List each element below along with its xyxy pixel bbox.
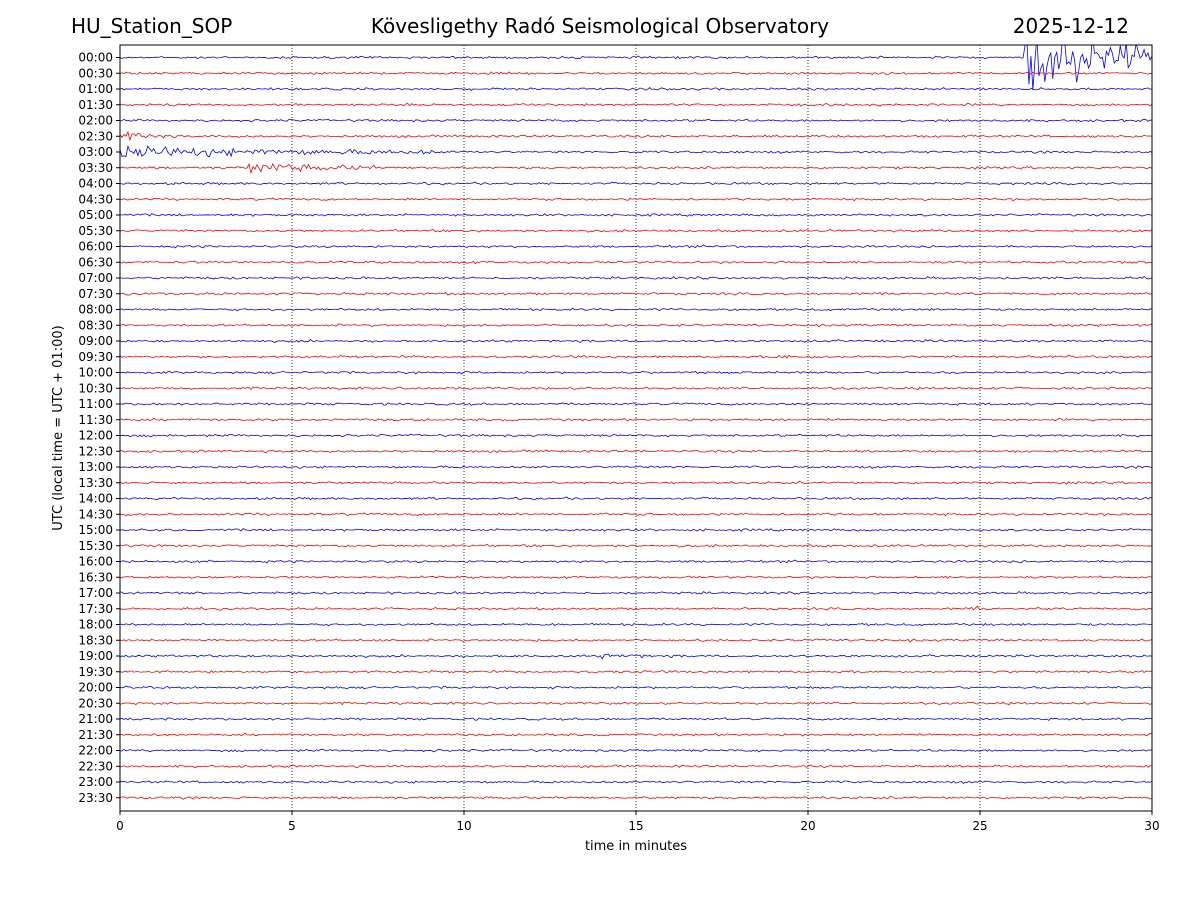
y-tick-label: 11:00: [78, 397, 113, 411]
trace-0230: [120, 130, 1152, 142]
trace-1900: [120, 653, 1152, 660]
y-tick-label: 00:30: [78, 66, 113, 80]
y-tick-label: 07:30: [78, 287, 113, 301]
y-tick-label: 17:30: [78, 602, 113, 616]
y-tick-label: 20:00: [78, 681, 113, 695]
y-tick-label: 07:00: [78, 271, 113, 285]
y-tick-label: 21:00: [78, 712, 113, 726]
x-tick-label: 20: [800, 819, 815, 833]
trace-1300: [120, 465, 1152, 469]
x-tick-label: 5: [288, 819, 296, 833]
y-tick-label: 05:30: [78, 224, 113, 238]
y-tick-label: 02:30: [78, 129, 113, 143]
y-tick-label: 14:30: [78, 507, 113, 521]
grid-layer: [291, 45, 981, 811]
y-tick-label: 16:30: [78, 570, 113, 584]
y-axis-label: UTC (local time = UTC + 01:00): [51, 325, 66, 530]
y-tick-label: 11:30: [78, 413, 113, 427]
y-tick-label: 03:30: [78, 161, 113, 175]
y-tick-label: 09:00: [78, 334, 113, 348]
trace-1230: [120, 449, 1152, 454]
y-tick-label: 14:00: [78, 492, 113, 506]
y-tick-label: 03:00: [78, 145, 113, 159]
y-tick-label: 01:00: [78, 82, 113, 96]
x-tick-label: 25: [972, 819, 987, 833]
x-axis: 0 5 10 15 20 25 30: [116, 811, 1160, 833]
y-tick-label: 23:00: [78, 775, 113, 789]
trace-1530: [120, 543, 1152, 548]
x-tick-label: 0: [116, 819, 124, 833]
station-title: HU_Station_SOP: [71, 14, 233, 38]
x-tick-label: 15: [628, 819, 643, 833]
y-tick-label: 12:00: [78, 429, 113, 443]
date-title: 2025-12-12: [1012, 14, 1129, 38]
y-tick-label: 08:00: [78, 303, 113, 317]
y-tick-label: 19:00: [78, 649, 113, 663]
y-tick-label: 17:00: [78, 586, 113, 600]
y-tick-label: 16:00: [78, 555, 113, 569]
x-tick-label: 30: [1144, 819, 1159, 833]
trace-2300: [120, 780, 1152, 784]
trace-0100: [120, 87, 1152, 91]
y-tick-label: 13:00: [78, 460, 113, 474]
y-tick-label: 06:00: [78, 240, 113, 254]
y-tick-label: 02:00: [78, 114, 113, 128]
y-tick-label: 22:30: [78, 759, 113, 773]
y-tick-label: 15:00: [78, 523, 113, 537]
x-tick-label: 10: [456, 819, 471, 833]
y-tick-label: 20:30: [78, 696, 113, 710]
trace-1100: [120, 402, 1152, 406]
y-tick-label: 12:30: [78, 444, 113, 458]
y-tick-label: 10:00: [78, 366, 113, 380]
y-tick-label: 08:30: [78, 318, 113, 332]
x-axis-label: time in minutes: [585, 839, 687, 854]
y-tick-label: 15:30: [78, 539, 113, 553]
y-tick-label: 06:30: [78, 255, 113, 269]
y-tick-label: 13:30: [78, 476, 113, 490]
y-tick-label: 19:30: [78, 665, 113, 679]
observatory-title: Kövesligethy Radó Seismological Observat…: [370, 14, 830, 38]
y-tick-label: 18:00: [78, 618, 113, 632]
trace-0900: [120, 338, 1152, 343]
y-tick-label: 23:30: [78, 791, 113, 805]
y-tick-label: 18:30: [78, 633, 113, 647]
y-tick-label: 04:00: [78, 177, 113, 191]
trace-1030: [120, 386, 1152, 391]
trace-0500: [120, 213, 1152, 217]
trace-2100: [120, 717, 1152, 721]
y-tick-label: 00:00: [78, 51, 113, 65]
y-tick-label: 05:00: [78, 208, 113, 222]
trace-0700: [120, 275, 1152, 280]
y-tick-label: 10:30: [78, 381, 113, 395]
y-tick-label: 21:30: [78, 728, 113, 742]
trace-1500: [120, 528, 1152, 532]
y-tick-label: 01:30: [78, 98, 113, 112]
trace-0300: [120, 144, 1152, 158]
y-tick-label: 04:30: [78, 192, 113, 206]
trace-2130: [120, 732, 1152, 737]
y-tick-label: 09:30: [78, 350, 113, 364]
y-tick-label: 22:00: [78, 744, 113, 758]
